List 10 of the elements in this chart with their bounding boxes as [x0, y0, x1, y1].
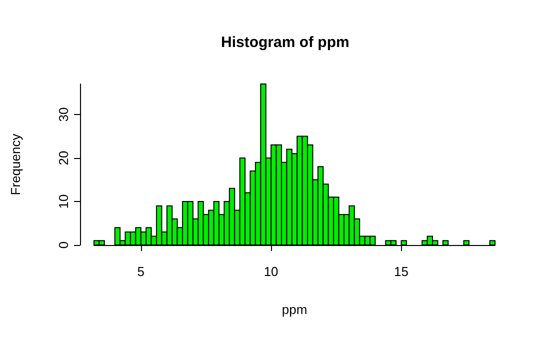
x-tick-label: 10 [264, 264, 278, 279]
y-tick-label: 0 [56, 241, 71, 249]
y-tick-label: 10 [56, 194, 71, 209]
x-tick-label: 15 [394, 264, 408, 279]
x-tick-label: 5 [137, 264, 144, 279]
y-tick-label: 20 [56, 150, 71, 166]
x-axis-title: ppm [282, 302, 308, 317]
y-axis-title: Frequency [8, 133, 23, 196]
chart-title: Histogram of ppm [221, 34, 350, 51]
y-tick-label: 30 [56, 107, 71, 122]
